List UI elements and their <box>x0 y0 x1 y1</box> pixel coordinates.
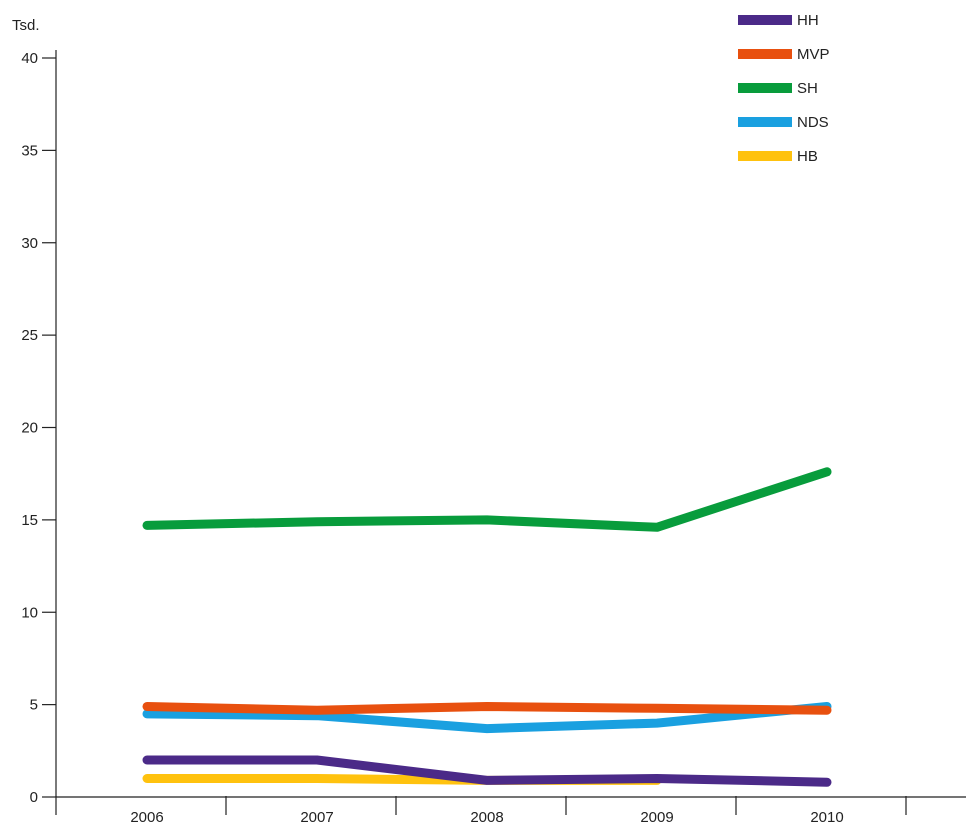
series-line-sh <box>142 467 832 532</box>
y-tick-label: 35 <box>21 142 38 159</box>
legend-label-nds: NDS <box>797 114 829 131</box>
y-axis: 0 5 10 15 20 25 30 35 40 <box>21 50 57 806</box>
y-tick-label: 5 <box>30 697 38 714</box>
legend-swatch-hb <box>738 151 792 161</box>
y-tick-label: 10 <box>21 604 38 621</box>
legend-swatch-sh <box>738 83 792 93</box>
x-tick-label: 2009 <box>640 809 673 826</box>
x-tick-label: 2006 <box>130 809 163 826</box>
y-tick-label: 25 <box>21 327 38 344</box>
series-line-mvp <box>142 702 832 715</box>
legend-swatch-mvp <box>738 49 792 59</box>
legend-label-mvp: MVP <box>797 46 830 63</box>
x-tick-label: 2008 <box>470 809 503 826</box>
y-tick-label: 20 <box>21 420 38 437</box>
x-tick-label: 2007 <box>300 809 333 826</box>
legend-label-hb: HB <box>797 148 818 165</box>
legend-swatch-hh <box>738 15 792 25</box>
series-group <box>142 467 832 787</box>
legend-label-hh: HH <box>797 12 819 29</box>
legend-swatch-nds <box>738 117 792 127</box>
series-line-hh <box>142 755 832 787</box>
y-tick-label: 30 <box>21 235 38 252</box>
legend: HH MVP SH NDS HB <box>738 12 830 165</box>
series-line-nds <box>142 702 832 734</box>
x-tick-label: 2010 <box>810 809 843 826</box>
y-tick-label: 0 <box>30 789 38 806</box>
y-axis-unit-label: Tsd. <box>12 17 40 34</box>
legend-label-sh: SH <box>797 80 818 97</box>
x-axis: 2006 2007 2008 2009 2010 <box>55 796 966 826</box>
y-tick-label: 40 <box>21 50 38 67</box>
y-tick-label: 15 <box>21 512 38 529</box>
